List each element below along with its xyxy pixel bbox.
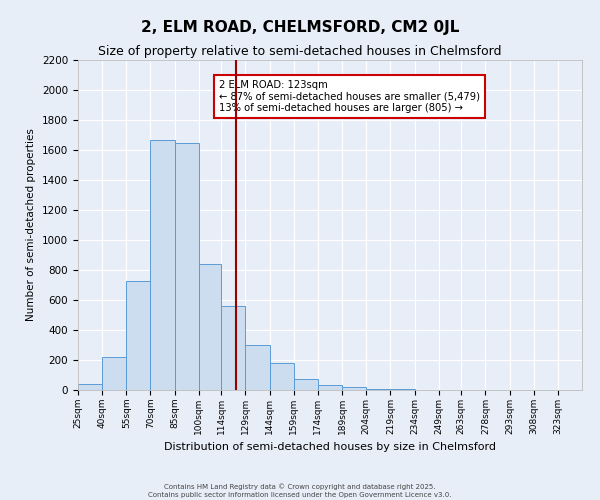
Bar — [127, 280, 151, 390]
Text: Contains HM Land Registry data © Crown copyright and database right 2025.
Contai: Contains HM Land Registry data © Crown c… — [148, 484, 452, 498]
Bar — [78, 384, 102, 390]
Bar — [294, 379, 318, 390]
Bar — [366, 388, 391, 390]
Bar — [199, 264, 221, 390]
Text: 2, ELM ROAD, CHELMSFORD, CM2 0JL: 2, ELM ROAD, CHELMSFORD, CM2 0JL — [141, 20, 459, 35]
Bar — [245, 345, 269, 390]
Bar — [102, 357, 127, 390]
X-axis label: Distribution of semi-detached houses by size in Chelmsford: Distribution of semi-detached houses by … — [164, 442, 496, 452]
Bar — [269, 363, 294, 390]
Bar — [175, 142, 199, 390]
Bar — [221, 306, 245, 390]
Bar — [342, 387, 366, 390]
Bar — [318, 385, 342, 390]
Text: 2 ELM ROAD: 123sqm
← 87% of semi-detached houses are smaller (5,479)
13% of semi: 2 ELM ROAD: 123sqm ← 87% of semi-detache… — [219, 80, 480, 113]
Text: Size of property relative to semi-detached houses in Chelmsford: Size of property relative to semi-detach… — [98, 45, 502, 58]
Y-axis label: Number of semi-detached properties: Number of semi-detached properties — [26, 128, 37, 322]
Bar — [391, 389, 415, 390]
Bar — [151, 140, 175, 390]
